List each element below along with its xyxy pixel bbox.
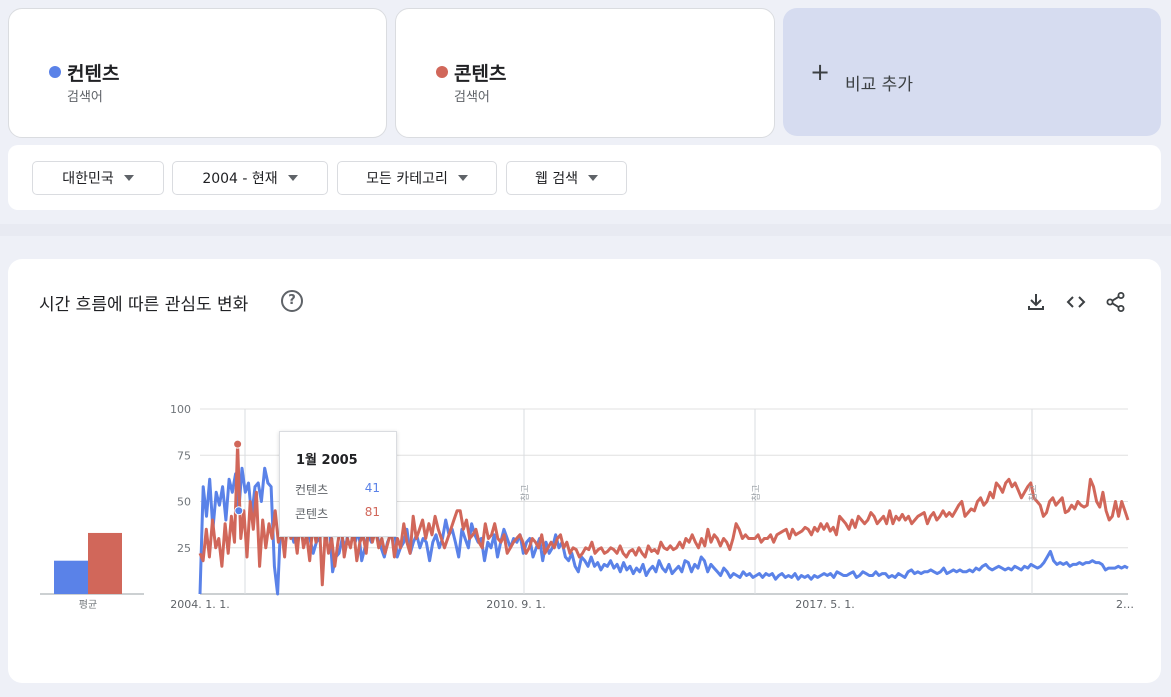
series-line (198, 442, 1130, 587)
embed-code-icon[interactable] (1065, 291, 1087, 313)
note-label: 참고 (751, 484, 762, 501)
term-color-dot (49, 66, 61, 78)
term-name: 컨텐츠 (67, 63, 120, 85)
add-compare-label: 비교 추가 (845, 75, 913, 95)
term-subtitle: 검색어 (67, 90, 103, 105)
caret-down-icon (588, 175, 599, 181)
filter-bar: 대한민국 2004 - 현재 모든 카테고리 웹 검색 (8, 145, 1161, 210)
trend-chart: 25 50 75 100 참고 참고 참고 2004. 1. 1. 2010. 9. 1. 201… (40, 403, 1134, 611)
y-tick-label: 25 (177, 542, 191, 555)
y-tick-label: 50 (177, 496, 191, 509)
filter-region[interactable]: 대한민국 (32, 161, 164, 195)
tooltip-title: 1월 2005 (296, 453, 358, 468)
x-tick-label: 2… (1116, 598, 1134, 611)
term-name: 콘텐츠 (454, 63, 507, 85)
note-label: 참고 (1028, 484, 1039, 501)
average-bar (54, 560, 88, 594)
download-icon[interactable] (1025, 291, 1047, 313)
tooltip-series-value: 41 (364, 481, 380, 495)
filter-category[interactable]: 모든 카테고리 (337, 161, 497, 195)
average-bar (88, 532, 122, 594)
hover-point (233, 439, 243, 449)
y-tick-label: 75 (177, 449, 191, 462)
tooltip-series-name: 컨텐츠 (295, 483, 329, 497)
filter-period[interactable]: 2004 - 현재 (172, 161, 328, 195)
interest-over-time-panel: 시간 흐름에 따른 관심도 변화 ? 25 50 75 100 참고 참고 참고 2004. … (8, 259, 1161, 683)
tooltip-series-value: 81 (364, 505, 380, 519)
term-card-2[interactable]: 콘텐츠 검색어 (395, 8, 775, 138)
term-color-dot (436, 66, 448, 78)
filter-label: 2004 - 현재 (202, 171, 278, 187)
help-icon[interactable]: ? (281, 290, 303, 312)
filter-label: 모든 카테고리 (366, 171, 448, 187)
term-subtitle: 검색어 (454, 90, 490, 105)
panel-title: 시간 흐름에 따른 관심도 변화 (39, 295, 249, 315)
x-tick-label: 2004. 1. 1. (170, 598, 229, 611)
caret-down-icon (123, 175, 134, 181)
filter-label: 대한민국 (62, 171, 114, 187)
hover-point (234, 506, 244, 516)
chart-tooltip: 1월 2005 컨텐츠 41 콘텐츠 81 (279, 431, 397, 537)
x-tick-label: 2010. 9. 1. (486, 598, 545, 611)
y-tick-label: 100 (170, 403, 191, 416)
section-divider (0, 224, 1171, 236)
add-compare-button[interactable]: + 비교 추가 (783, 8, 1161, 136)
plus-icon: + (810, 58, 831, 86)
tooltip-series-name: 콘텐츠 (295, 507, 329, 521)
filter-search-type[interactable]: 웹 검색 (506, 161, 627, 195)
average-label: 평균 (79, 599, 97, 611)
note-label: 참고 (520, 484, 531, 501)
share-icon[interactable] (1105, 291, 1127, 313)
filter-label: 웹 검색 (534, 171, 579, 187)
caret-down-icon (287, 175, 298, 181)
x-tick-label: 2017. 5. 1. (795, 598, 854, 611)
term-card-1[interactable]: 컨텐츠 검색어 (8, 8, 387, 138)
caret-down-icon (457, 175, 468, 181)
